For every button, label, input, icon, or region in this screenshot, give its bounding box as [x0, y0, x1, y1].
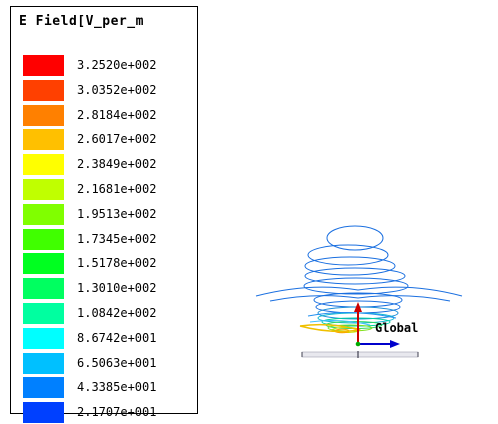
contour-line	[307, 311, 397, 319]
legend-swatch	[23, 327, 64, 349]
legend-swatch	[23, 179, 64, 200]
contour-line	[304, 256, 396, 276]
x-axis-arrowhead	[390, 340, 400, 348]
contour-line	[321, 317, 391, 327]
contour-line	[304, 267, 406, 285]
legend-swatch	[23, 129, 64, 151]
legend-value: 1.9513e+002	[77, 206, 157, 221]
legend-value: 2.1707e+001	[77, 405, 157, 420]
contour-line	[326, 225, 384, 251]
legend-value: 4.3385e+001	[77, 380, 157, 395]
contour-line	[255, 286, 463, 297]
field-legend: E Field[V_per_m 3.2520e+002 3.0352e+002 2.…	[10, 6, 198, 424]
legend-row: 2.8184e+002	[11, 103, 197, 127]
legend-row: 2.1707e+001	[11, 400, 197, 424]
legend-swatch	[23, 352, 64, 374]
legend-swatch	[23, 253, 64, 275]
legend-value: 3.0352e+002	[77, 82, 157, 97]
legend-value: 8.6742e+001	[77, 330, 157, 345]
legend-swatch	[23, 402, 64, 424]
legend-row: 3.0352e+002	[11, 78, 197, 102]
ground-plane	[301, 351, 419, 358]
legend-swatch	[23, 104, 64, 126]
legend-swatch	[23, 55, 64, 76]
legend-swatch	[23, 154, 64, 176]
legend-value: 1.0842e+002	[77, 306, 157, 320]
legend-row: 1.5178e+002	[11, 251, 197, 275]
contour-line	[309, 320, 371, 326]
legend-title: E Field[V_per_m	[19, 14, 144, 29]
legend-swatch	[23, 79, 64, 101]
global-axes: Global	[354, 302, 418, 348]
legend-value: 6.5063e+001	[77, 355, 157, 370]
legend-row: 2.1681e+002	[11, 177, 197, 201]
3d-viewport[interactable]: Global	[200, 0, 498, 416]
legend-row: 8.6742e+001	[11, 326, 197, 350]
legend-value: 2.8184e+002	[77, 107, 157, 122]
legend-row: 6.5063e+001	[11, 351, 197, 375]
legend-value: 2.6017e+002	[77, 132, 157, 147]
legend-swatch	[23, 377, 64, 399]
z-axis-arrowhead	[354, 302, 362, 312]
legend-swatch	[23, 278, 64, 300]
contour-line	[307, 244, 389, 266]
legend-row: 1.9513e+002	[11, 202, 197, 226]
legend-swatch	[23, 303, 64, 324]
legend-row: 3.2520e+002	[11, 53, 197, 77]
legend-value: 3.2520e+002	[77, 58, 157, 72]
legend-value: 1.5178e+002	[77, 256, 157, 271]
contour-line	[269, 295, 451, 302]
legend-swatch	[23, 228, 64, 250]
contour-line	[299, 323, 361, 333]
legend-row: 1.7345e+002	[11, 227, 197, 251]
legend-swatch	[23, 203, 64, 225]
legend-row: 4.3385e+001	[11, 375, 197, 399]
legend-value: 1.7345e+002	[77, 231, 157, 246]
axes-label: Global	[375, 321, 418, 335]
axis-origin	[355, 341, 361, 347]
legend-value: 1.3010e+002	[77, 281, 157, 296]
legend-row: 2.3849e+002	[11, 152, 197, 176]
legend-row: 1.0842e+002	[11, 301, 197, 325]
legend-row: 1.3010e+002	[11, 276, 197, 300]
contour-line	[303, 277, 409, 295]
legend-value: 2.1681e+002	[77, 182, 157, 196]
field-plot[interactable]: Global	[200, 0, 498, 416]
legend-value: 2.3849e+002	[77, 157, 157, 172]
legend-row: 2.6017e+002	[11, 127, 197, 151]
